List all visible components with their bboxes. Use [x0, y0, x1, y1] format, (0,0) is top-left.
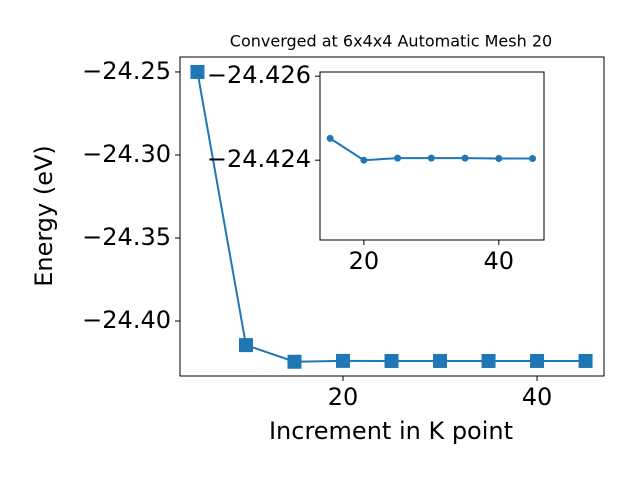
y-tick-label: −24.25	[82, 57, 171, 85]
y-tick-label: −24.35	[82, 223, 171, 251]
marker	[530, 353, 545, 368]
x-tick-label: 40	[484, 247, 515, 275]
marker	[326, 134, 334, 142]
marker	[578, 353, 593, 368]
x-axis-label: Increment in K point	[269, 417, 513, 445]
x-tick-label: 20	[349, 247, 380, 275]
marker	[336, 353, 351, 368]
marker	[238, 338, 253, 353]
marker	[190, 64, 205, 79]
marker	[394, 154, 402, 162]
x-tick-label: 40	[522, 383, 553, 411]
marker	[481, 353, 496, 368]
marker	[427, 154, 435, 162]
marker	[529, 155, 537, 163]
y-axis-label: Energy (eV)	[30, 145, 58, 287]
marker	[384, 353, 399, 368]
y-tick-label: −24.426	[207, 61, 311, 89]
marker	[495, 155, 503, 163]
x-tick-label: 20	[328, 383, 359, 411]
y-tick-label: −24.424	[207, 145, 311, 173]
marker	[360, 156, 368, 164]
chart-title: Converged at 6x4x4 Automatic Mesh 20	[230, 32, 552, 51]
marker	[287, 354, 302, 369]
y-tick-label: −24.30	[82, 140, 171, 168]
marker	[433, 353, 448, 368]
marker	[461, 154, 469, 162]
y-tick-label: −24.40	[82, 306, 171, 334]
